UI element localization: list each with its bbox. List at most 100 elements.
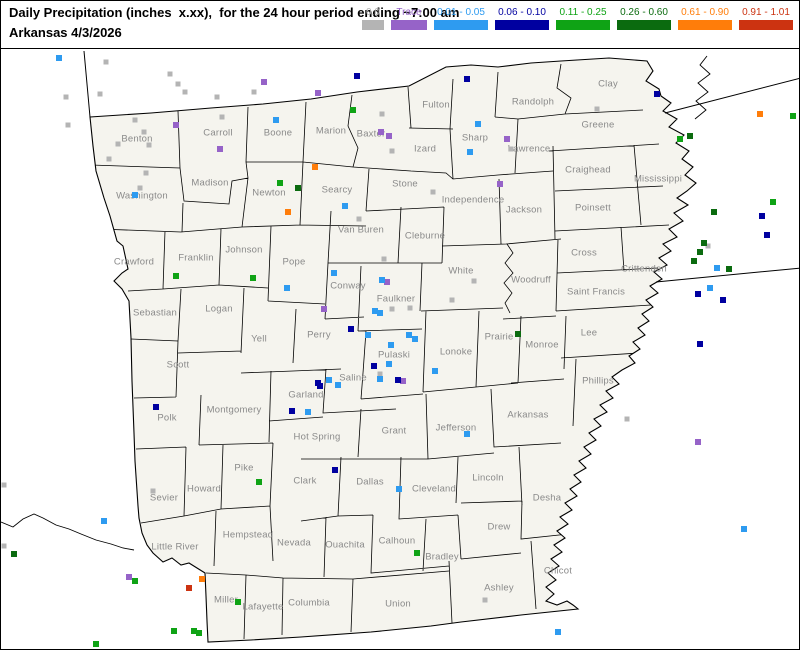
state-outline: [89, 57, 697, 643]
station-dot: [790, 113, 796, 119]
station-dot: [284, 285, 290, 291]
station-dot: [720, 297, 726, 303]
station-dot: [594, 106, 600, 112]
station-dot: [277, 180, 283, 186]
station-dot: [115, 141, 121, 147]
station-dot: [342, 203, 348, 209]
station-dot: [132, 117, 138, 123]
station-dot: [400, 378, 406, 384]
station-dot: [317, 383, 323, 389]
legend-item: 0.61 - 0.90: [678, 7, 732, 30]
legend-item: 0.06 - 0.10: [495, 7, 549, 30]
station-dot: [697, 249, 703, 255]
station-dot: [377, 376, 383, 382]
station-dot: [143, 170, 149, 176]
station-dot: [93, 641, 99, 647]
station-dot: [11, 551, 17, 557]
legend-item-swatch: [617, 20, 671, 30]
station-dot: [235, 599, 241, 605]
legend-item-label: 0.06 - 0.10: [498, 7, 546, 18]
station-dot: [464, 431, 470, 437]
station-dot: [726, 266, 732, 272]
station-dot: [691, 258, 697, 264]
legend-items: 0.0 Trace 0.01 - 0.05 0.06 - 0.10 0.11 - 0.2…: [362, 7, 793, 30]
station-dot: [331, 270, 337, 276]
station-dot: [332, 467, 338, 473]
legend-item-label: Trace: [396, 7, 422, 18]
station-dot: [555, 629, 561, 635]
map-header: Daily Precipitation (inches x.xx), for t…: [1, 1, 799, 49]
station-dot: [153, 404, 159, 410]
station-dot: [173, 273, 179, 279]
station-dot: [219, 114, 225, 120]
station-dot: [312, 164, 318, 170]
legend-item: Trace: [391, 7, 427, 30]
legend-item: 0.91 - 1.01: [739, 7, 793, 30]
station-dot: [759, 213, 765, 219]
station-dot: [273, 117, 279, 123]
station-dot: [348, 326, 354, 332]
station-dot: [305, 409, 311, 415]
legend-item-swatch: [391, 20, 427, 30]
station-dot: [497, 181, 503, 187]
station-dot: [677, 136, 683, 142]
station-dot: [196, 630, 202, 636]
station-dot: [508, 146, 514, 152]
station-dot: [199, 576, 205, 582]
county-boundaries: [90, 63, 670, 640]
station-dot: [371, 363, 377, 369]
station-dot: [256, 479, 262, 485]
station-dot: [1, 482, 7, 488]
station-dot: [386, 361, 392, 367]
station-dot: [654, 91, 660, 97]
station-dot: [186, 585, 192, 591]
station-dot: [475, 121, 481, 127]
page-subtitle: Arkansas 4/3/2026: [9, 25, 122, 40]
legend-item-label: 0.91 - 1.01: [742, 7, 790, 18]
station-dot: [396, 486, 402, 492]
legend-item-swatch: [556, 20, 610, 30]
legend-item-label: 0.0: [366, 7, 380, 18]
station-dot: [482, 597, 488, 603]
station-dot: [335, 382, 341, 388]
station-dot: [764, 232, 770, 238]
station-dot: [414, 550, 420, 556]
station-dot: [701, 240, 707, 246]
station-dot: [126, 574, 132, 580]
station-dot: [261, 79, 267, 85]
station-dot: [388, 342, 394, 348]
legend-item-label: 0.01 - 0.05: [437, 7, 485, 18]
station-dot: [250, 275, 256, 281]
station-dot: [175, 81, 181, 87]
legend-item-swatch: [678, 20, 732, 30]
station-dot: [695, 291, 701, 297]
station-dot: [464, 76, 470, 82]
station-dot: [705, 243, 711, 249]
station-dot: [289, 408, 295, 414]
station-dot: [137, 185, 143, 191]
legend-item: 0.01 - 0.05: [434, 7, 488, 30]
station-dot: [372, 308, 378, 314]
station-dot: [757, 111, 763, 117]
station-dot: [471, 278, 477, 284]
station-dot: [432, 368, 438, 374]
legend-item-label: 0.26 - 0.60: [620, 7, 668, 18]
station-dot: [379, 111, 385, 117]
station-dot: [714, 265, 720, 271]
station-dot: [63, 94, 69, 100]
station-dot: [171, 628, 177, 634]
station-dot: [146, 142, 152, 148]
station-dot: [321, 306, 327, 312]
station-dot: [295, 185, 301, 191]
station-dot: [65, 122, 71, 128]
station-dot: [378, 129, 384, 135]
legend-item-label: 0.11 - 0.25: [559, 7, 607, 18]
station-dot: [695, 439, 701, 445]
station-dot: [350, 107, 356, 113]
station-dot: [412, 336, 418, 342]
station-dot: [251, 89, 257, 95]
